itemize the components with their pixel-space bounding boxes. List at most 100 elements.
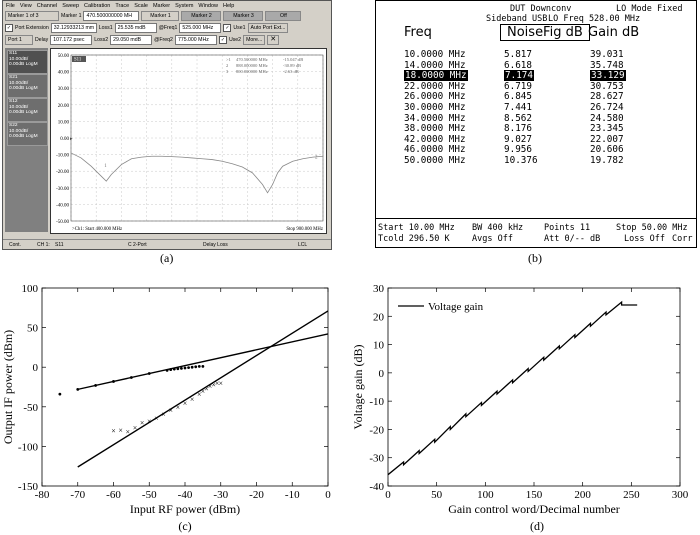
y-tick-label: -10.00 (56, 154, 69, 159)
vna-plot-area[interactable]: 50.00 40.00 30.00 20.00 10.00 0.00 -10.00 -20.0… (50, 48, 327, 234)
data-point-cross: × (215, 379, 220, 388)
y-tick-label: -20.00 (56, 170, 69, 175)
row-noisefig: 9.956 (504, 144, 532, 156)
menu-item-system[interactable]: System (175, 2, 194, 9)
data-point-dot (194, 365, 198, 369)
menu-item-file[interactable]: File (6, 2, 15, 9)
row-gain: 30.753 (590, 80, 624, 92)
menu-item-channel[interactable]: Channel (36, 2, 58, 9)
y-tick-label: -150 (18, 481, 39, 493)
delay-field[interactable]: 107.172 psec (50, 35, 93, 45)
lo-mode: LO Mode Fixed (616, 4, 683, 14)
marker-2-button[interactable]: Marker 2 (181, 11, 222, 21)
footer-points: Points 11 (544, 223, 591, 233)
axes-frame (41, 287, 329, 487)
series-line-voltage-gain (387, 300, 638, 476)
menu-item-help[interactable]: Help (222, 2, 235, 9)
header-noisefig[interactable]: NoiseFig dB (500, 24, 590, 41)
vna-window: File View Channel Sweep Calibration Trace Scal… (2, 0, 332, 250)
data-point-cross: × (201, 387, 206, 396)
menu-item-view[interactable]: View (19, 2, 32, 9)
trace-format: LogM (25, 110, 38, 115)
marker-readout-value: -30.89 dB (283, 63, 301, 68)
trace-item-s21[interactable]: S21 10.00dB/ 0.00dB LogM (7, 74, 48, 98)
data-point-cross: × (133, 423, 138, 432)
row-gain: 20.606 (590, 144, 624, 156)
footer-corr: Corr (672, 234, 693, 244)
marker-readout-value: -2.63 dB (283, 69, 299, 74)
trace-item-s12[interactable]: S12 10.00dB/ 0.00dB LogM (7, 98, 48, 122)
freq1-field[interactable]: 525.000 MHz (179, 23, 222, 33)
more-button[interactable]: More... (243, 35, 266, 45)
data-point-dot (190, 365, 194, 369)
trace-name: S21 (9, 75, 18, 80)
x-tick-label: 250 (623, 489, 640, 501)
marker-select[interactable]: Marker 1 of 3 (5, 11, 59, 21)
footer-att: Att 0/-- dB (544, 234, 601, 244)
caption-b: (b) (528, 251, 542, 265)
x-tick-label: -40 (178, 489, 193, 501)
row-freq: 34.0000 MHz (404, 112, 466, 124)
trace-item-s22[interactable]: S22 10.00dB/ 0.00dB LogM (7, 122, 48, 146)
footer-loss: Loss Off (624, 234, 665, 244)
x-tick-label: -80 (35, 489, 50, 501)
series-line-s11 (70, 152, 324, 194)
data-point-dot (183, 366, 187, 370)
delay-toolbar: Port 1 Delay 107.172 psec Loss2 29.050 m… (5, 35, 280, 45)
marker-off-button[interactable]: Off (265, 11, 302, 21)
marker-3-button[interactable]: Marker 3 (223, 11, 264, 21)
y-tick-label: 0 (379, 368, 385, 380)
row-gain: 22.007 (590, 133, 624, 145)
freq1-label: @Freq1 (158, 25, 178, 31)
loss2-field[interactable]: 29.050 mdB (110, 35, 153, 45)
y-tick-label: 50 (27, 323, 39, 335)
y-tick-label: -50.00 (56, 220, 69, 225)
close-icon[interactable]: ✕ (267, 35, 280, 45)
port-extension-field[interactable]: 32.12933213 mm (50, 23, 97, 33)
row-gain: 19.782 (590, 155, 624, 166)
plot-frame (70, 54, 324, 222)
marker-1-button[interactable]: Marker 1 (141, 11, 180, 21)
x-tick-label: 100 (477, 489, 494, 501)
marker-2-glyph: 2 (315, 156, 318, 161)
x-tick-label: 300 (672, 489, 689, 501)
menu-item-sweep[interactable]: Sweep (62, 2, 80, 9)
trace-scale: 10.00dB/ (9, 56, 29, 62)
trace-ref: 0.00dB (9, 62, 25, 67)
data-point-cross: × (111, 427, 116, 436)
trace-scale: 10.00dB/ (9, 80, 29, 86)
data-point-cross: × (183, 399, 188, 408)
trace-ref: 0.00dB (9, 86, 25, 91)
trace-item-s11[interactable]: S11 10.00dB/ 0.00dB LogM (7, 50, 48, 74)
row-freq: 10.0000 MHz (404, 49, 466, 60)
menu-item-window[interactable]: Window (198, 2, 218, 9)
menu-item-trace[interactable]: Trace (115, 2, 130, 9)
port-extension-checkbox[interactable]: ✓ (5, 24, 13, 32)
data-point-cross: × (208, 382, 213, 391)
use2-checkbox[interactable]: ✓ (218, 36, 227, 44)
trace-format: LogM (25, 86, 38, 91)
data-point-cross: × (197, 390, 202, 399)
x-tick-label: 50 (431, 489, 443, 501)
menu-item-scale[interactable]: Scale (134, 2, 148, 9)
marker-toolbar: Marker 1 of 3 Marker 1 470.500000000 MH … (5, 11, 302, 21)
port-select[interactable]: Port 1 (5, 35, 33, 45)
menu-item-calibration[interactable]: Calibration (84, 2, 111, 9)
y-tick-label: -50 (23, 402, 38, 414)
data-point-cross: × (190, 395, 195, 404)
menu-item-marker[interactable]: Marker (152, 2, 171, 9)
y-tick-label: -30.00 (56, 187, 69, 192)
use1-checkbox[interactable]: ✓ (223, 24, 232, 32)
loss1-field[interactable]: 25.535 mdB (114, 23, 157, 33)
freq2-field[interactable]: 775.000 MHz (174, 35, 217, 45)
marker-value-field[interactable]: 470.500000000 MH (83, 11, 140, 21)
data-point-dot (172, 367, 176, 371)
data-point-cross: × (218, 379, 223, 388)
loss2-label: Loss2 (94, 37, 109, 43)
y-tick-label: 0.00 (60, 137, 69, 142)
trace-tag-bg (72, 56, 86, 62)
y-tick-label: 10.00 (58, 120, 70, 125)
auto-port-ext-button[interactable]: Auto Port Ext... (247, 23, 289, 33)
y-tick-label: -100 (18, 441, 39, 453)
trace-name: S22 (9, 123, 18, 128)
